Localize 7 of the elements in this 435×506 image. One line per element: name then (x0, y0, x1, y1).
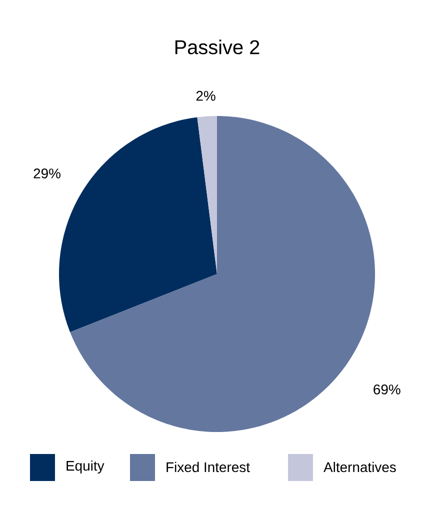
data-label: 29% (34, 168, 60, 178)
chart-title: Passive 2 (175, 40, 260, 54)
legend-label: Fixed Interest (166, 462, 250, 472)
data-label: 2% (196, 90, 216, 101)
legend-label: Equity (66, 460, 104, 474)
legend-label: Alternatives (324, 462, 396, 472)
data-label: 69% (374, 384, 400, 394)
